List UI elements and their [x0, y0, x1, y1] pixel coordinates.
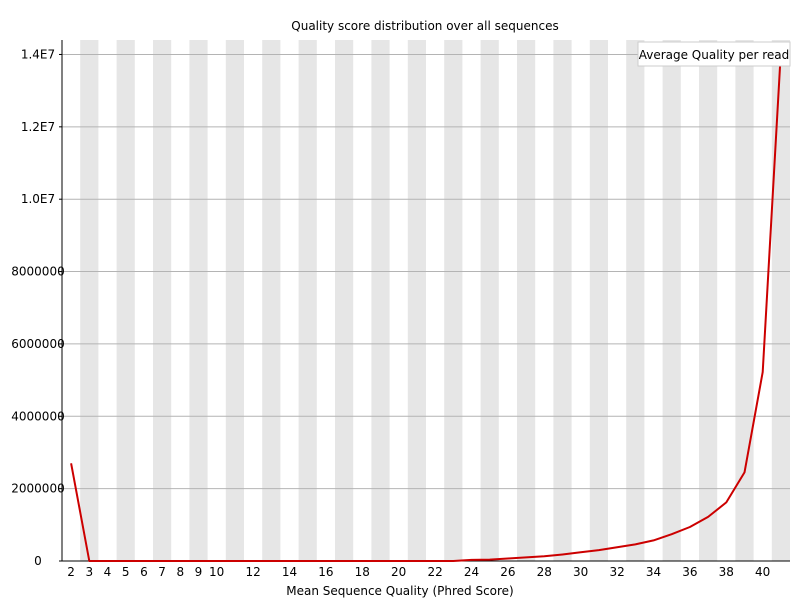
y-tick-label: 0: [34, 554, 42, 568]
y-tick-label: 1.4E7: [21, 47, 55, 61]
x-tick-label: 38: [719, 565, 734, 579]
y-tick-label: 1.2E7: [21, 120, 55, 134]
legend-label: Average Quality per read: [639, 48, 790, 62]
band-15: [298, 40, 317, 561]
band-33: [626, 40, 645, 561]
x-tick-label: 30: [573, 565, 588, 579]
band-9: [189, 40, 208, 561]
y-tick-label: 4000000: [11, 409, 64, 423]
band-21: [407, 40, 426, 561]
x-tick-label: 12: [245, 565, 260, 579]
x-tick-label: 3: [85, 565, 93, 579]
x-tick-label: 7: [158, 565, 166, 579]
alternating-bands: [80, 40, 790, 561]
band-13: [262, 40, 281, 561]
y-tick-label: 6000000: [11, 337, 64, 351]
legend: Average Quality per read: [637, 41, 791, 67]
band-39: [735, 40, 754, 561]
x-tick-label: 6: [140, 565, 148, 579]
x-tick-label: 32: [609, 565, 624, 579]
band-29: [553, 40, 572, 561]
x-tick-label: 26: [500, 565, 515, 579]
x-axis-label: Mean Sequence Quality (Phred Score): [286, 584, 514, 598]
x-tick-label: 20: [391, 565, 406, 579]
y-axis-ticks: 0 2000000 4000000 6000000 8000000 1.0E7 1.2E7 1…: [11, 47, 64, 568]
y-tick-label: 1.0E7: [21, 192, 55, 206]
x-tick-label: 18: [355, 565, 370, 579]
band-37: [699, 40, 718, 561]
x-tick-label: 14: [282, 565, 297, 579]
x-tick-label: 4: [104, 565, 112, 579]
band-5: [116, 40, 135, 561]
band-19: [371, 40, 390, 561]
legend-box: [637, 41, 791, 67]
x-tick-label: 28: [537, 565, 552, 579]
band-3: [80, 40, 99, 561]
x-tick-label: 10: [209, 565, 224, 579]
y-tick-label: 8000000: [11, 265, 64, 279]
band-11: [225, 40, 244, 561]
x-tick-label: 24: [464, 565, 479, 579]
y-tick-label: 2000000: [11, 482, 64, 496]
series-group: [70, 50, 782, 562]
band-7: [153, 40, 172, 561]
band-35: [662, 40, 681, 561]
x-tick-label: 22: [427, 565, 442, 579]
chart-title: Quality score distribution over all sequ…: [291, 19, 558, 33]
x-tick-label: 2: [67, 565, 75, 579]
band-31: [589, 40, 608, 561]
x-tick-label: 5: [122, 565, 130, 579]
band-17: [335, 40, 354, 561]
series-line-0: [70, 50, 782, 562]
band-27: [517, 40, 536, 561]
x-tick-label: 8: [176, 565, 184, 579]
x-tick-label: 16: [318, 565, 333, 579]
x-tick-label: 9: [195, 565, 203, 579]
x-tick-label: 34: [646, 565, 661, 579]
x-axis-ticks: 2 3 4 5 6 7 8 9 10 12 14 16 18 20 22 24 26 28 30 32 34 36 38 40: [67, 565, 770, 579]
band-23: [444, 40, 463, 561]
band-41: [771, 40, 790, 561]
x-tick-label: 40: [755, 565, 770, 579]
band-25: [480, 40, 499, 561]
x-tick-label: 36: [682, 565, 697, 579]
